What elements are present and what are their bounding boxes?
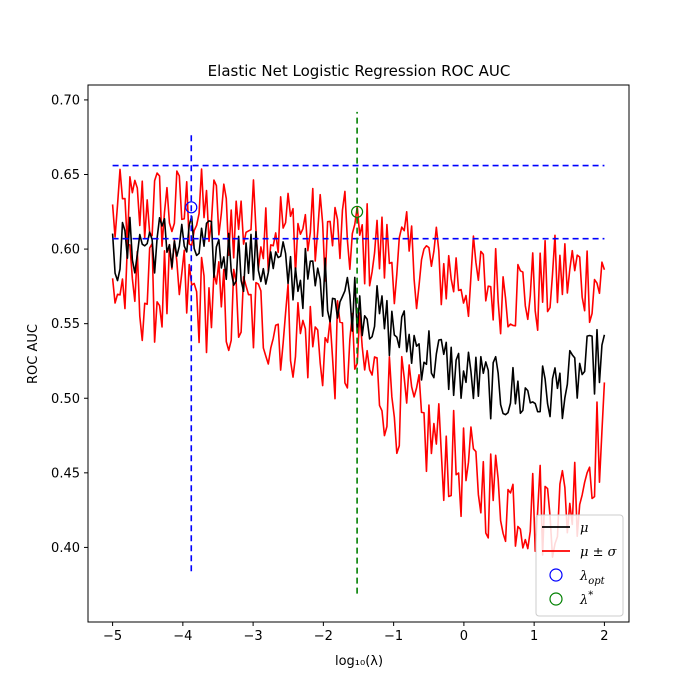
legend-box [535, 514, 624, 617]
legend-label: μ [580, 521, 588, 536]
x-axis-label: log₁₀(λ) [335, 654, 383, 669]
series-line-upper [111, 168, 606, 335]
marker-lambda-star [350, 205, 364, 218]
series-line-lower [111, 239, 606, 558]
x-tick-label: −4 [173, 629, 192, 644]
series-line-mean [111, 215, 606, 420]
x-tick-label: 1 [530, 629, 538, 644]
x-tick-label: 0 [460, 629, 468, 644]
y-tick-label: 0.55 [51, 317, 80, 332]
x-tick-label: −3 [244, 629, 263, 644]
x-tick-label: −2 [314, 629, 333, 644]
y-tick-label: 0.65 [51, 168, 80, 183]
y-tick-label: 0.60 [51, 243, 80, 258]
axes-frame [87, 84, 630, 623]
y-tick-label: 0.40 [51, 541, 80, 556]
legend-label-subscript: opt [588, 576, 605, 587]
chart-title: Elastic Net Logistic Regression ROC AUC [208, 62, 511, 80]
y-tick-label: 0.45 [51, 466, 80, 481]
y-tick-label: 0.70 [51, 93, 80, 108]
legend-swatch-circle [549, 568, 563, 582]
marker-lambda-opt [185, 201, 198, 214]
legend-label: μ ± σ [580, 545, 618, 560]
x-tick-label: −5 [103, 629, 122, 644]
axes: −5 −4 −3 −2 −1 0 1 2 0.40 0.45 0.50 0.55 0.60 0.65 0.7… [51, 84, 630, 644]
x-tick-label: −1 [384, 629, 403, 644]
legend-label-superscript: * [588, 590, 593, 601]
y-axis-label: ROC AUC [26, 324, 41, 384]
legend-swatch-circle [549, 592, 563, 606]
plot-area [111, 111, 606, 594]
y-tick-label: 0.50 [51, 392, 80, 407]
x-tick-label: 2 [600, 629, 608, 644]
